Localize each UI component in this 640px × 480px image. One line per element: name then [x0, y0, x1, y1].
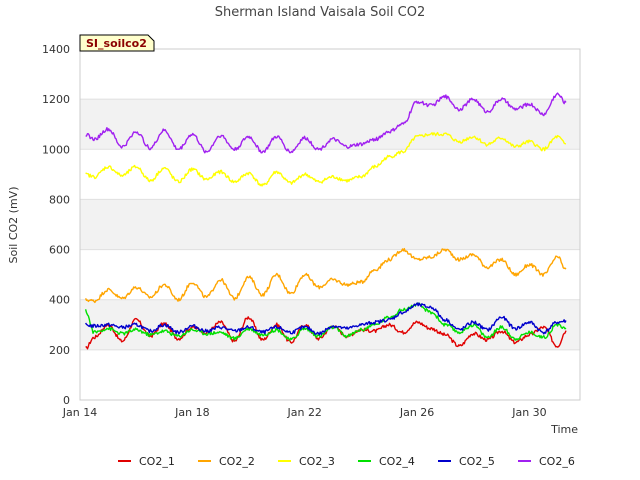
legend-label: CO2_4 — [379, 455, 415, 468]
chart-title: Sherman Island Vaisala Soil CO2 — [215, 5, 425, 20]
y-tick-labels: 0 200 400 600 800 1000 1200 1400 — [42, 43, 70, 407]
series-line-co2_6 — [85, 92, 567, 154]
legend-item: CO2_3 — [278, 455, 335, 468]
y-tick-label: 600 — [49, 244, 70, 257]
grid-band — [80, 299, 580, 350]
legend-item: CO2_1 — [118, 455, 175, 468]
series-line-co2_5 — [85, 302, 567, 336]
series-line-co2_4 — [84, 302, 567, 342]
legend-item: CO2_2 — [198, 455, 255, 468]
legend-item: CO2_6 — [518, 455, 575, 468]
x-tick-label: Jan 26 — [399, 406, 434, 419]
site-tag: SI_soilco2 — [79, 34, 155, 52]
grid-band — [80, 199, 580, 250]
x-tick-label: Jan 30 — [511, 406, 546, 419]
y-tick-label: 200 — [49, 344, 70, 357]
series-line-co2_3 — [85, 131, 567, 187]
legend: CO2_1 CO2_2 CO2_3 CO2_4 CO2_5 CO2_6 — [118, 455, 575, 468]
legend-label: CO2_1 — [139, 455, 175, 468]
y-axis-label: Soil CO2 (mV) — [7, 187, 20, 264]
grid-bands — [80, 99, 580, 350]
y-tick-label: 400 — [49, 294, 70, 307]
legend-item: CO2_4 — [358, 455, 415, 468]
series-lines — [84, 92, 567, 350]
series-line-co2_1 — [85, 316, 567, 350]
legend-label: CO2_6 — [539, 455, 575, 468]
legend-label: CO2_3 — [299, 455, 335, 468]
x-tick-label: Jan 22 — [286, 406, 321, 419]
y-tick-label: 1000 — [42, 143, 70, 156]
x-tick-label: Jan 14 — [62, 406, 97, 419]
y-tick-label: 1200 — [42, 93, 70, 106]
y-tick-label: 1400 — [42, 43, 70, 56]
y-tick-label: 0 — [63, 394, 70, 407]
x-tick-labels: Jan 14 Jan 18 Jan 22 Jan 26 Jan 30 — [62, 406, 547, 419]
site-tag-label: SI_soilco2 — [86, 37, 147, 50]
legend-label: CO2_2 — [219, 455, 255, 468]
legend-item: CO2_5 — [438, 455, 495, 468]
series-line-co2_2 — [84, 247, 567, 304]
x-axis-label: Time — [550, 423, 578, 436]
y-tick-label: 800 — [49, 193, 70, 206]
x-tick-label: Jan 18 — [174, 406, 209, 419]
legend-label: CO2_5 — [459, 455, 495, 468]
plot-area — [79, 48, 581, 401]
